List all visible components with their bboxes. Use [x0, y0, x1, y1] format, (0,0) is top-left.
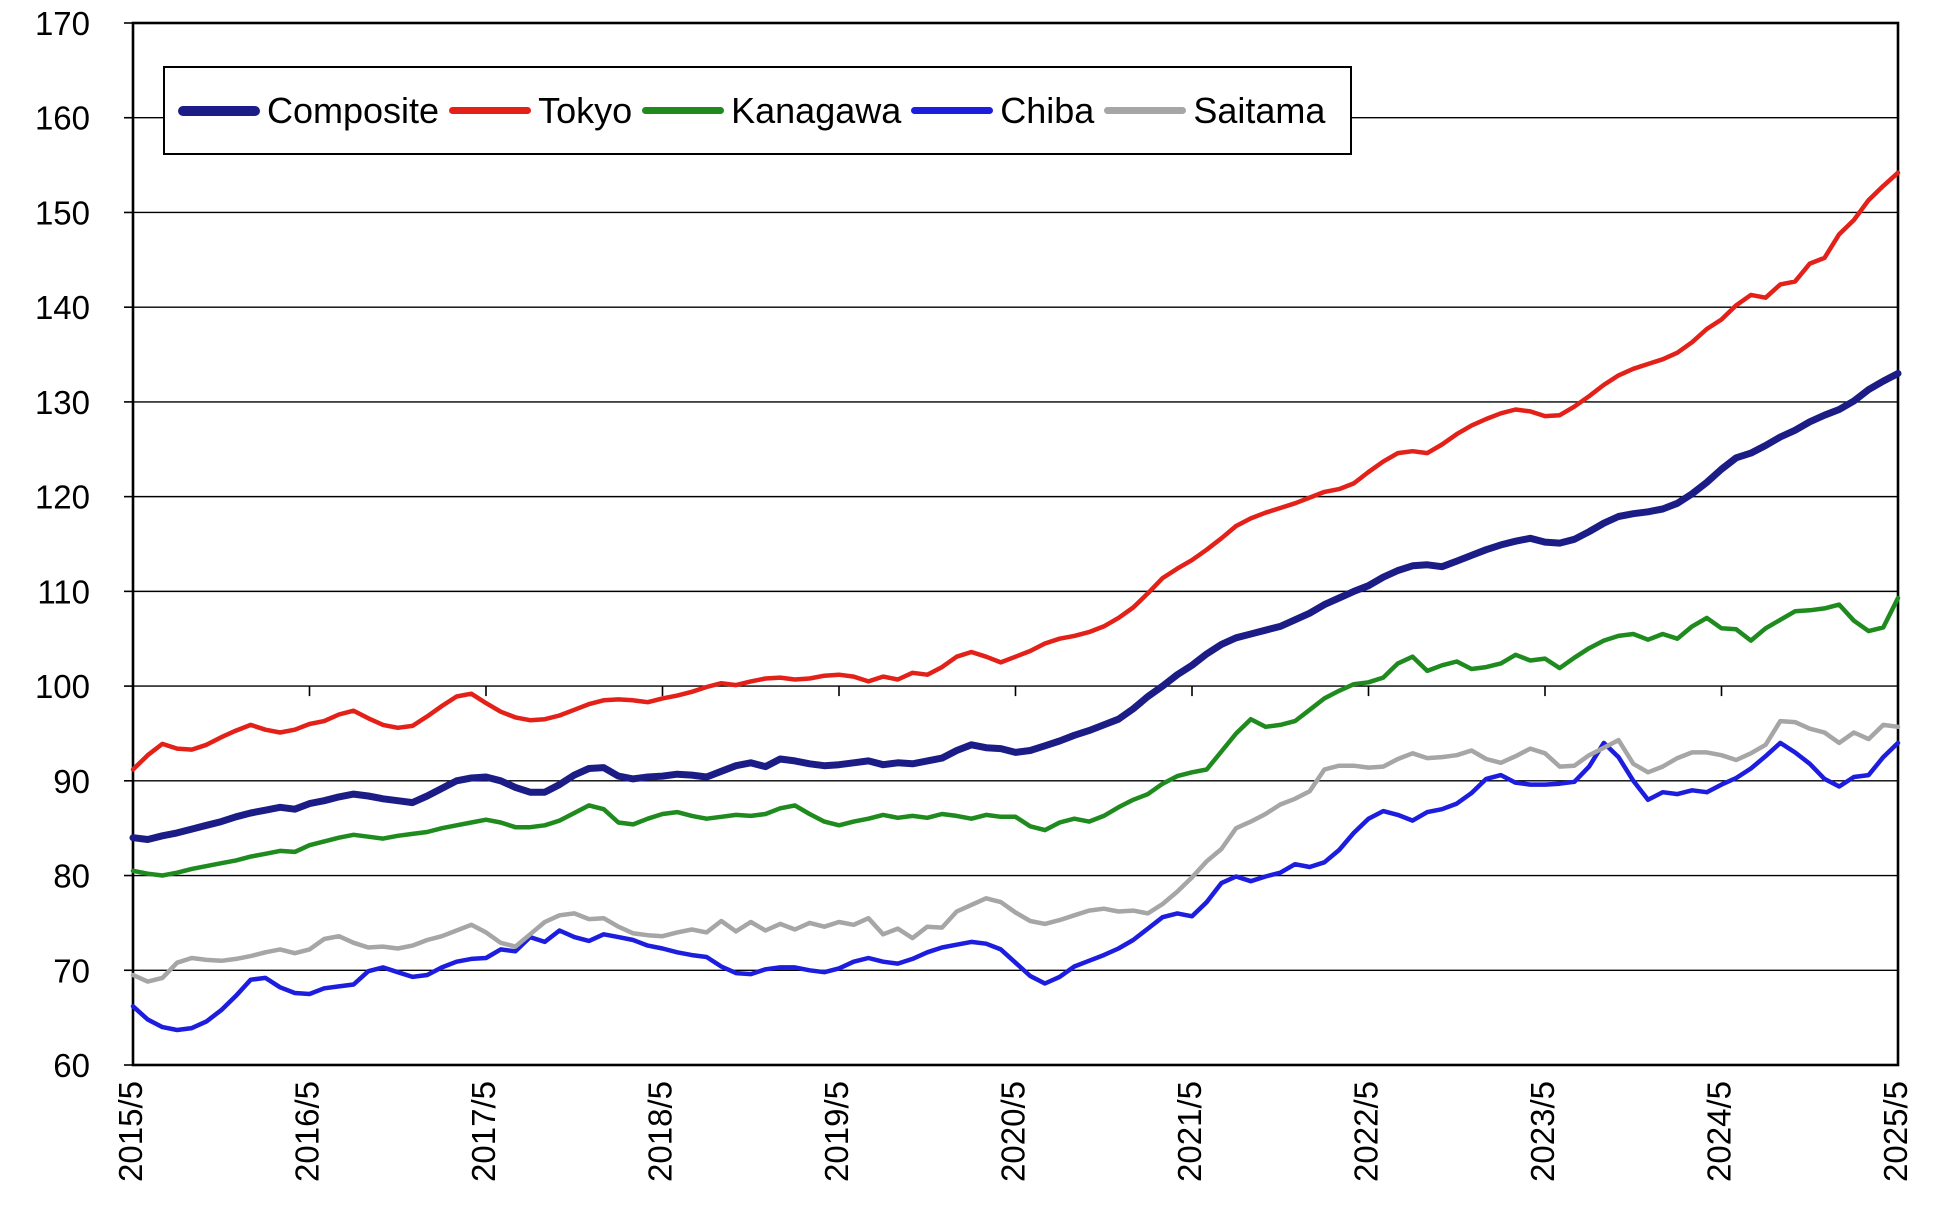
y-axis-label: 80: [53, 858, 90, 895]
series-line-chiba: [130, 740, 1901, 1033]
legend-line-composite-icon: [178, 105, 260, 116]
legend-label-saitama: Saitama: [1193, 89, 1326, 131]
legend-label-chiba: Chiba: [1000, 89, 1095, 131]
x-axis-label: 2024/5: [1701, 1081, 1738, 1182]
x-axis-label: 2017/5: [465, 1081, 502, 1182]
x-axis-label: 2018/5: [642, 1081, 679, 1182]
x-axis-label: 2022/5: [1348, 1081, 1385, 1182]
y-axis-label: 110: [37, 573, 90, 610]
legend-item-chiba: Chiba: [911, 89, 1095, 131]
y-axis-label: 170: [35, 5, 90, 42]
legend-line-tokyo-icon: [449, 107, 532, 114]
legend-label-composite: Composite: [267, 89, 440, 131]
x-axis-label: 2015/5: [112, 1081, 149, 1182]
x-axis-label: 2023/5: [1524, 1081, 1561, 1182]
legend-item-tokyo: Tokyo: [449, 89, 633, 131]
x-axis-label: 2025/5: [1877, 1081, 1914, 1182]
y-axis-label: 130: [35, 384, 90, 421]
legend-line-chiba-icon: [911, 107, 994, 114]
y-axis-label: 120: [35, 479, 90, 516]
series-line-saitama: [130, 718, 1901, 984]
legend-label-tokyo: Tokyo: [538, 89, 633, 131]
plot-border: [131, 21, 1900, 1067]
x-axis-label: 2016/5: [289, 1081, 326, 1182]
y-axis-label: 100: [35, 668, 90, 705]
legend-item-kanagawa: Kanagawa: [642, 89, 902, 131]
legend-line-saitama-icon: [1104, 107, 1187, 114]
legend-line-kanagawa-icon: [642, 107, 725, 114]
y-axis-label: 70: [53, 952, 90, 989]
x-axis-label: 2020/5: [995, 1081, 1032, 1182]
y-axis-label: 60: [53, 1047, 90, 1084]
series-line-kanagawa: [130, 595, 1901, 878]
y-axis-label: 160: [35, 100, 90, 137]
legend-item-composite: Composite: [178, 89, 440, 131]
y-axis-label: 90: [53, 763, 90, 800]
legend-item-saitama: Saitama: [1104, 89, 1326, 131]
legend: Composite Tokyo Kanagawa Chiba Saitama: [163, 66, 1352, 155]
y-axis-label: 140: [35, 289, 90, 326]
x-axis-label: 2021/5: [1171, 1081, 1208, 1182]
series-line-tokyo: [130, 170, 1901, 772]
y-axis-label: 150: [35, 194, 90, 231]
legend-label-kanagawa: Kanagawa: [731, 89, 902, 131]
x-axis-label: 2019/5: [818, 1081, 855, 1182]
series-line-composite: [129, 370, 1902, 843]
